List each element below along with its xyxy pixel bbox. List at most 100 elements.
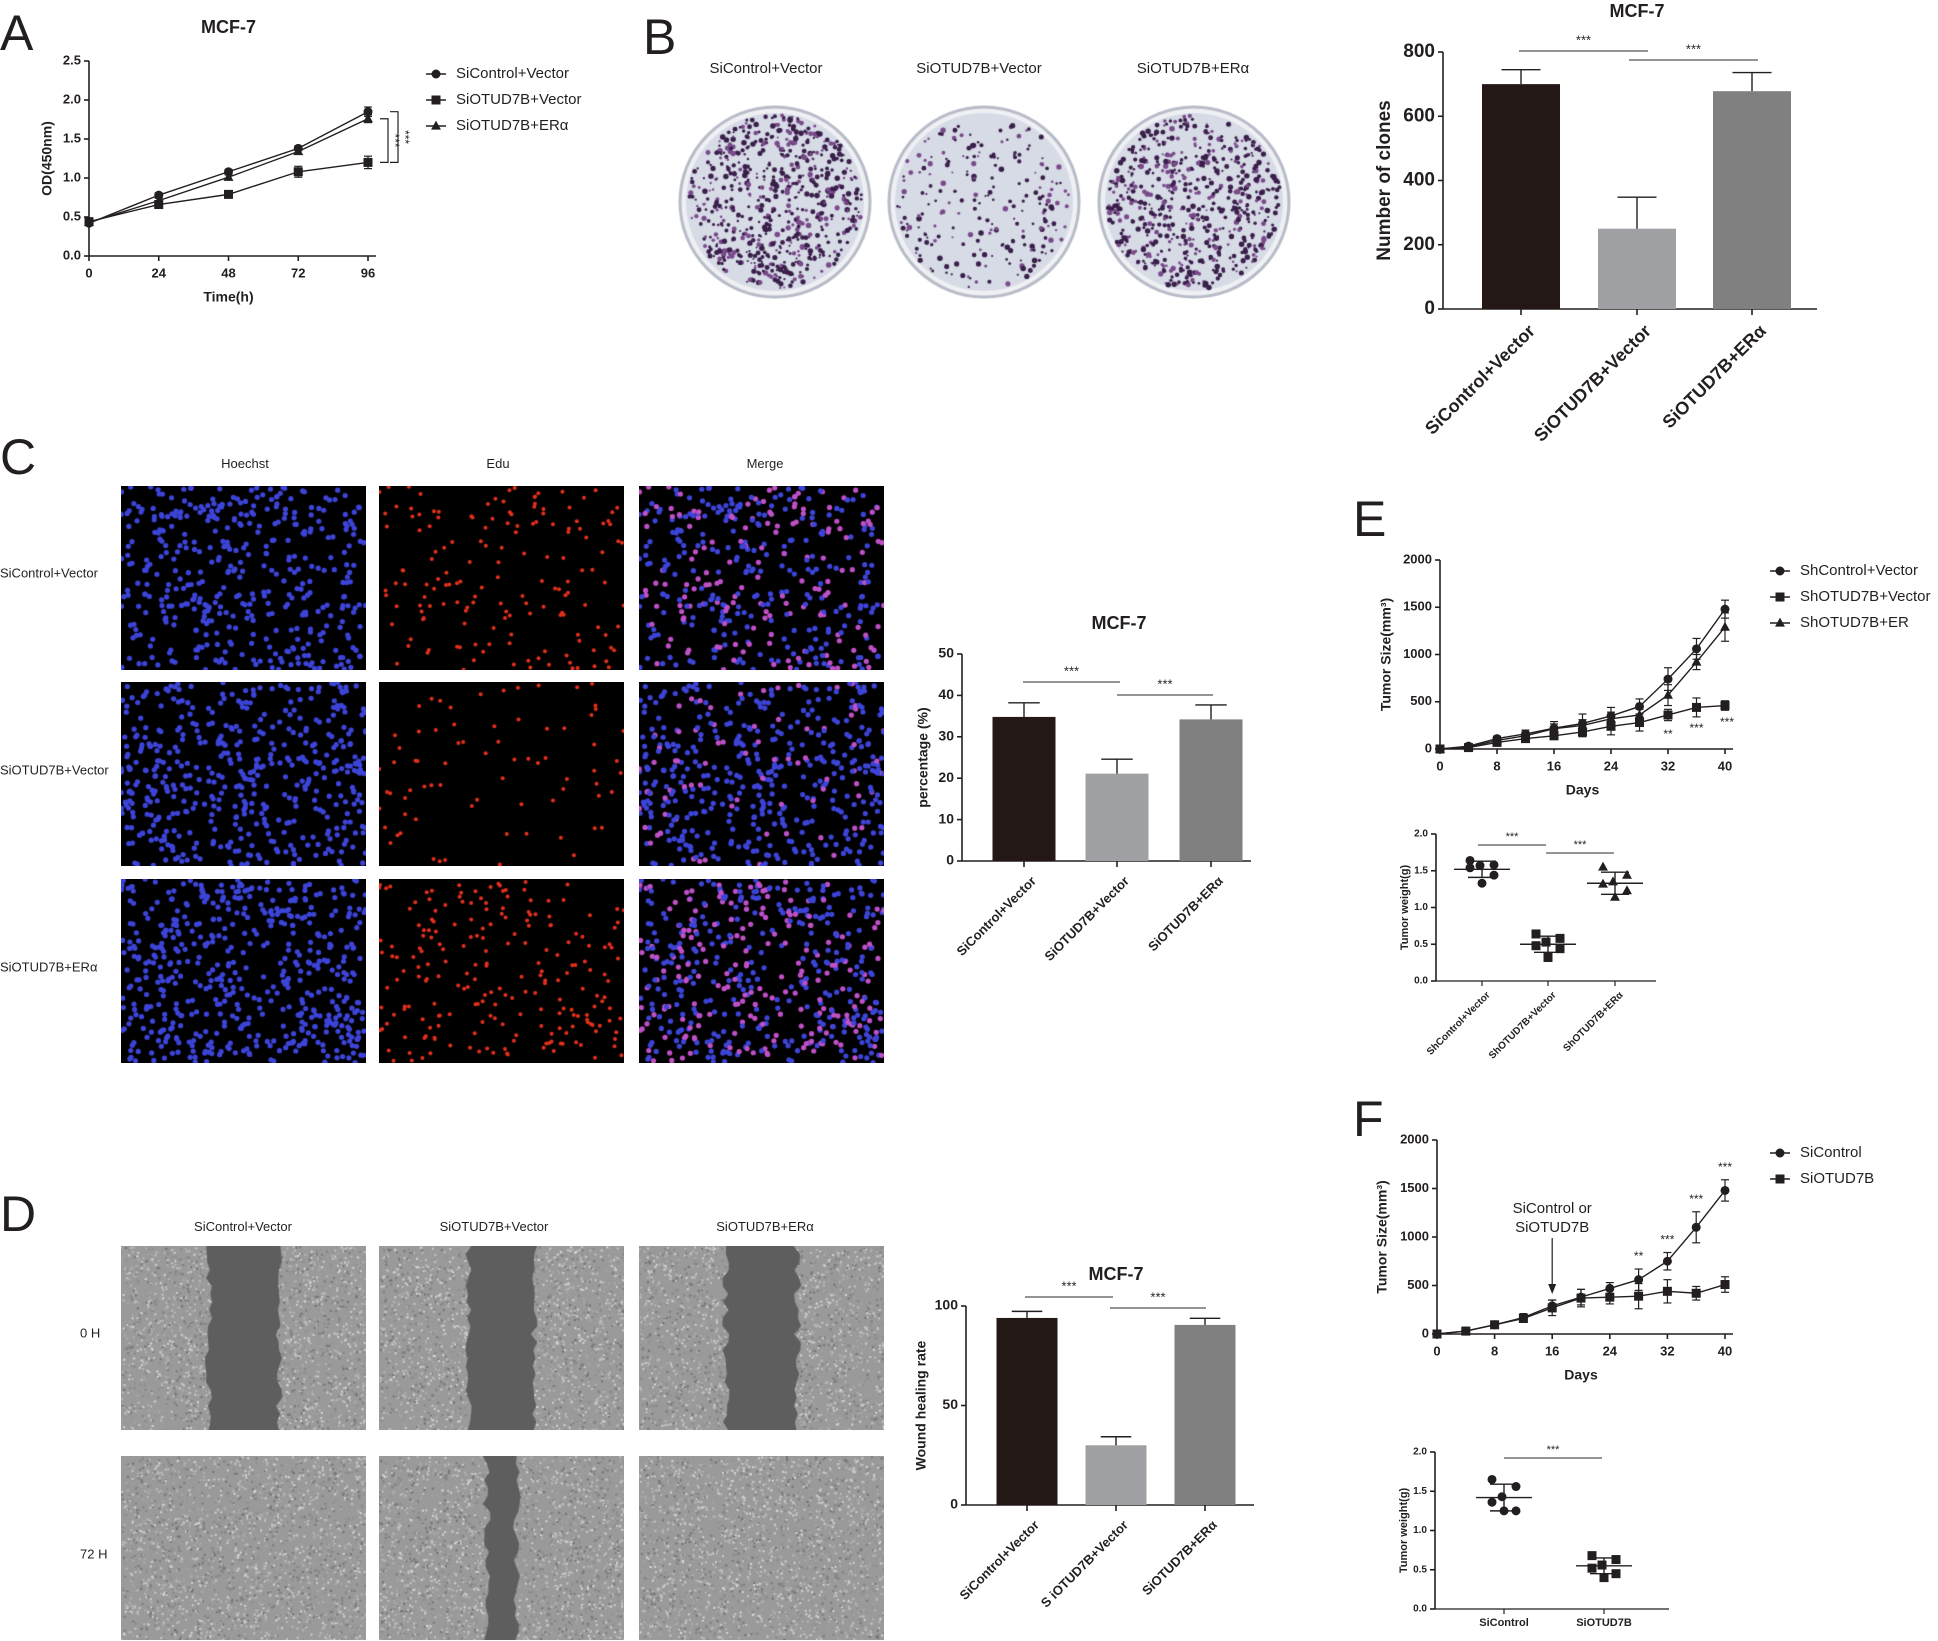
x-tick-label: ShOTUD7B+Vector <box>1487 990 1559 1062</box>
edu-micrograph <box>379 879 624 1063</box>
legend-marker-circle <box>1775 566 1785 576</box>
data-point-triangle <box>1634 709 1645 719</box>
y-axis-label: Number of clones <box>1374 100 1395 260</box>
data-point-triangle <box>293 146 304 156</box>
data-point-square <box>1634 1291 1644 1301</box>
merge-micrograph <box>639 486 884 670</box>
data-point-triangle <box>84 217 94 227</box>
wound-healing-image <box>379 1456 624 1640</box>
data-point-triangle <box>153 195 164 205</box>
colony-plate-image <box>678 105 872 299</box>
y-tick-label: 0.5 <box>1413 1564 1427 1575</box>
wound-healing-image <box>639 1456 884 1640</box>
y-axis-label: Wound healing rate <box>913 1340 929 1470</box>
x-tick-label: SiControl+Vector <box>956 1517 1041 1602</box>
y-tick-label: 0.0 <box>63 247 81 262</box>
x-tick-label: 16 <box>1547 758 1561 773</box>
x-axis-label: Days <box>1566 782 1600 798</box>
data-point-triangle <box>1598 861 1608 871</box>
legend-label: ShOTUD7B+ER <box>1800 614 1909 631</box>
x-tick-label: SiOTUD7B+ERα <box>1145 873 1226 954</box>
bar <box>1085 773 1149 861</box>
data-point-square <box>1543 952 1553 962</box>
x-tick-label: 32 <box>1660 1343 1674 1358</box>
significance-label: *** <box>1686 41 1701 56</box>
data-point-square <box>293 167 303 177</box>
significance-label: *** <box>388 134 402 148</box>
legend-label: SiOTUD7B+Vector <box>456 91 581 108</box>
column-header: Merge <box>746 456 784 471</box>
significance-label: *** <box>1689 721 1703 735</box>
callout-label: SiControl or <box>1513 1200 1592 1217</box>
x-tick-label: 8 <box>1491 1343 1498 1358</box>
merge-micrograph <box>639 682 884 866</box>
x-tick-label: SiOTUD7B+ERα <box>1658 321 1769 432</box>
plate-label: SiOTUD7B+ERα <box>1136 60 1250 77</box>
chart-title: MCF-7 <box>201 17 256 37</box>
y-tick-label: 50 <box>938 645 954 661</box>
y-tick-label: 200 <box>1403 234 1435 255</box>
bar <box>1179 719 1243 861</box>
x-tick-label: S iOTUD7B+Vector <box>1038 1517 1131 1610</box>
legend-marker-square <box>1775 592 1785 602</box>
x-tick-label: SiOTUD7B+Vector <box>1530 321 1655 446</box>
row-label: SiOTUD7B+ERα <box>0 959 98 975</box>
legend-marker-circle <box>1775 1148 1785 1158</box>
plate-label: SiOTUD7B+Vector <box>916 60 1042 77</box>
y-tick-label: 40 <box>938 686 954 702</box>
data-point-square <box>363 157 373 167</box>
data-point-circle <box>1634 1275 1644 1285</box>
data-point-triangle <box>1663 689 1673 699</box>
data-point-circle <box>1663 674 1673 684</box>
plate-label: SiControl+Vector <box>709 60 823 77</box>
significance-label: *** <box>1547 1444 1561 1456</box>
x-tick-label: 24 <box>1604 758 1619 773</box>
y-axis-label: OD(450nm) <box>39 121 55 196</box>
significance-bracket <box>390 111 399 163</box>
x-tick-label: 24 <box>152 265 167 280</box>
data-point-circle <box>1497 1492 1507 1502</box>
data-point-square <box>1587 1563 1597 1573</box>
data-point-square <box>1531 941 1541 951</box>
bar <box>1174 1324 1236 1505</box>
y-tick-label: 0 <box>1425 740 1432 755</box>
chart-title: MCF-7 <box>1092 613 1147 633</box>
legend-label: ShControl+Vector <box>1800 562 1918 579</box>
legend-marker-circle <box>431 69 441 79</box>
y-tick-label: 10 <box>938 810 954 826</box>
bar <box>992 716 1056 861</box>
data-point-circle <box>224 167 233 177</box>
x-tick-label: 0 <box>1433 1343 1440 1358</box>
y-tick-label: 30 <box>938 728 954 744</box>
data-point-square <box>1555 944 1565 954</box>
data-point-square <box>1597 1560 1607 1570</box>
data-point-square <box>1635 718 1644 728</box>
y-tick-label: 1.5 <box>63 130 81 145</box>
wound-healing-image <box>639 1246 884 1430</box>
x-tick-label: 48 <box>221 265 235 280</box>
data-point-triangle <box>1463 741 1474 751</box>
column-header: SiOTUD7B+Vector <box>439 1219 549 1234</box>
data-point-square <box>1432 1329 1442 1339</box>
significance-label: ** <box>1663 727 1673 741</box>
row-label: SiOTUD7B+Vector <box>0 762 109 778</box>
data-point-circle <box>1720 604 1730 614</box>
colony-plate-image <box>887 105 1081 299</box>
significance-label: *** <box>1064 663 1079 678</box>
data-point-triangle <box>1622 885 1632 895</box>
column-header: Hoechst <box>221 456 269 471</box>
data-point-triangle <box>1720 621 1730 631</box>
legend-marker-triangle <box>1775 617 1785 627</box>
column-header: Edu <box>486 456 510 471</box>
data-point-circle <box>1487 1497 1497 1507</box>
x-tick-label: 72 <box>291 265 305 280</box>
significance-label: ** <box>1634 1249 1644 1263</box>
legend-label: SiControl+Vector <box>456 65 569 82</box>
legend-marker-triangle <box>431 120 441 130</box>
data-point-square <box>1606 721 1616 731</box>
data-point-square <box>1518 1313 1528 1323</box>
y-tick-label: 1.0 <box>1414 902 1428 913</box>
y-tick-label: 0.5 <box>1414 939 1428 950</box>
legend-marker-square <box>431 95 441 105</box>
